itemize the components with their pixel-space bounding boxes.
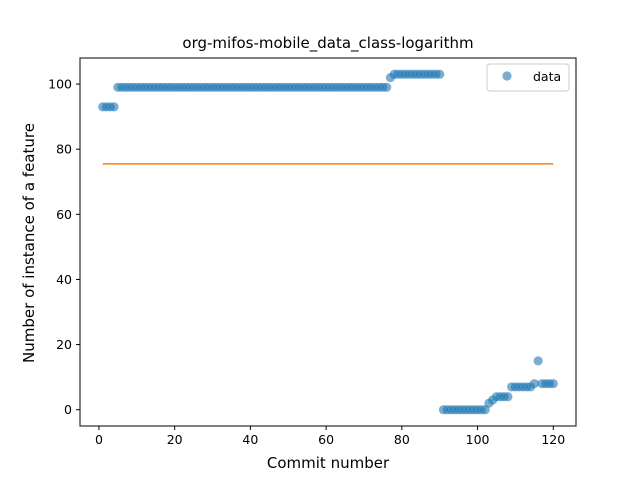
y-tick-label: 60 bbox=[56, 207, 72, 222]
data-point bbox=[109, 102, 119, 112]
y-tick-label: 40 bbox=[56, 272, 72, 287]
y-tick-label: 0 bbox=[64, 402, 72, 417]
x-tick-label: 20 bbox=[167, 432, 183, 447]
plot-area bbox=[98, 69, 558, 415]
x-tick-label: 40 bbox=[242, 432, 258, 447]
x-axis: 0 20 40 60 80 100 120 bbox=[95, 426, 565, 447]
legend-label: data bbox=[533, 69, 561, 84]
x-tick-label: 120 bbox=[541, 432, 565, 447]
legend-box bbox=[486, 63, 570, 92]
data-point bbox=[435, 69, 445, 79]
axes-frame bbox=[79, 57, 577, 427]
x-tick-label: 0 bbox=[95, 432, 103, 447]
data-point bbox=[548, 379, 558, 389]
data-point bbox=[382, 82, 392, 92]
y-axis-label: Number of instance of a feature bbox=[20, 123, 38, 363]
x-axis-label: Commit number bbox=[267, 454, 390, 472]
data-point bbox=[503, 392, 513, 402]
x-tick-label: 60 bbox=[318, 432, 334, 447]
y-tick-label: 80 bbox=[56, 142, 72, 157]
legend: data bbox=[486, 63, 570, 92]
legend-marker bbox=[502, 71, 512, 81]
y-tick-label: 100 bbox=[48, 77, 72, 92]
y-axis: 0 20 40 60 80 100 bbox=[48, 77, 80, 417]
y-tick-label: 20 bbox=[56, 337, 72, 352]
x-tick-label: 80 bbox=[394, 432, 410, 447]
chart-title: org-mifos-mobile_data_class-logarithm bbox=[182, 34, 473, 53]
data-point bbox=[533, 356, 543, 366]
data-point bbox=[529, 379, 539, 389]
x-tick-label: 100 bbox=[466, 432, 490, 447]
